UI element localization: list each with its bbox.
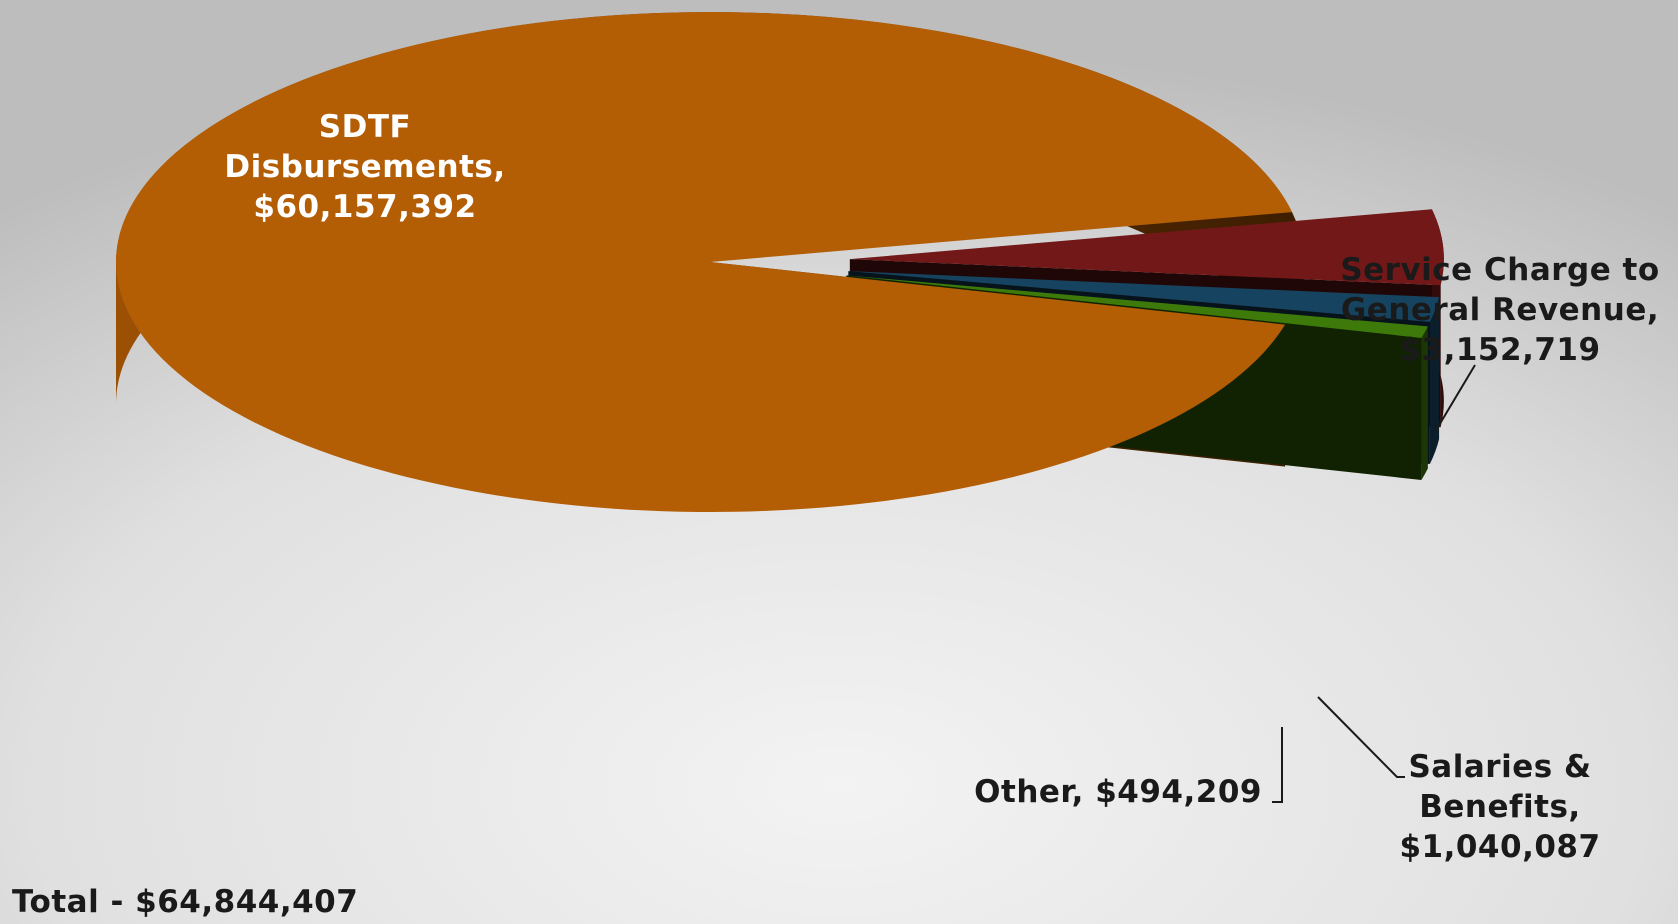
slice-side-other: [1421, 326, 1428, 480]
leader-line-salaries-benefits: [1317, 696, 1405, 778]
slice-label-other: Other, $494,209: [974, 774, 1262, 810]
slice-other: [846, 275, 1428, 338]
slice-salaries-benefits: [848, 271, 1440, 323]
slice-side-salaries-benefits: [1429, 297, 1440, 465]
slice-label-salaries-benefits: Salaries & Benefits, $1,040,087: [1399, 749, 1600, 865]
slice-sdtf-disbursements: [115, 12, 1293, 513]
slice-label-sdtf-disbursements: SDTF Disbursements, $60,157,392: [224, 109, 505, 225]
total-label: Total - $64,844,407: [12, 884, 359, 920]
slice-label-service-charge: Service Charge to General Revenue, $3,152,…: [1340, 252, 1659, 368]
slice-service-charge-to-general-revenue: [849, 209, 1444, 286]
leader-line-service-charge: [1434, 364, 1476, 433]
leader-line-other: [1272, 727, 1283, 803]
